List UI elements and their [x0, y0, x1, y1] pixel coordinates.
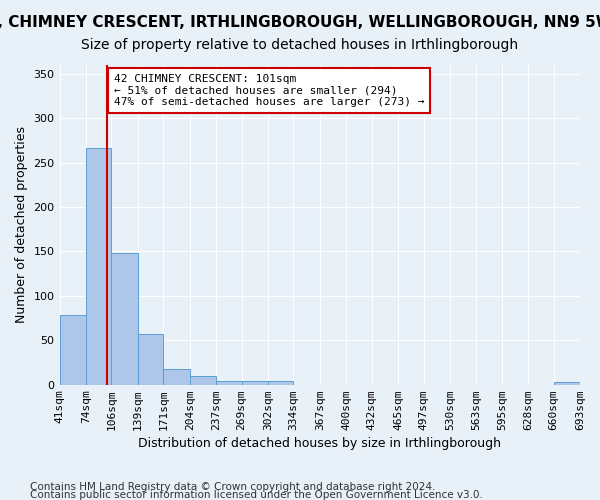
Bar — [242, 381, 268, 384]
X-axis label: Distribution of detached houses by size in Irthlingborough: Distribution of detached houses by size … — [138, 437, 501, 450]
Bar — [112, 254, 138, 384]
Bar — [190, 376, 216, 384]
Text: Size of property relative to detached houses in Irthlingborough: Size of property relative to detached ho… — [82, 38, 518, 52]
Text: 42 CHIMNEY CRESCENT: 101sqm
← 51% of detached houses are smaller (294)
47% of se: 42 CHIMNEY CRESCENT: 101sqm ← 51% of det… — [114, 74, 424, 107]
Bar — [163, 368, 190, 384]
Bar — [59, 316, 86, 384]
Bar — [86, 148, 112, 384]
Y-axis label: Number of detached properties: Number of detached properties — [15, 126, 28, 324]
Bar — [268, 381, 293, 384]
Bar — [554, 382, 580, 384]
Bar — [216, 381, 242, 384]
Text: Contains HM Land Registry data © Crown copyright and database right 2024.: Contains HM Land Registry data © Crown c… — [30, 482, 436, 492]
Text: 42, CHIMNEY CRESCENT, IRTHLINGBOROUGH, WELLINGBOROUGH, NN9 5WF: 42, CHIMNEY CRESCENT, IRTHLINGBOROUGH, W… — [0, 15, 600, 30]
Bar — [138, 334, 163, 384]
Text: Contains public sector information licensed under the Open Government Licence v3: Contains public sector information licen… — [30, 490, 483, 500]
